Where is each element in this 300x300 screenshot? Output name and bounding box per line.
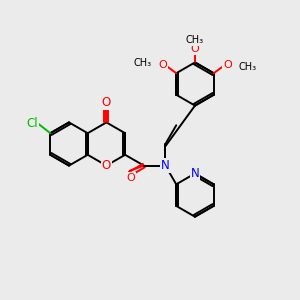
- Text: Cl: Cl: [26, 117, 38, 130]
- Text: CH₃: CH₃: [134, 58, 152, 68]
- Text: O: O: [102, 159, 111, 172]
- Text: CH₃: CH₃: [186, 35, 204, 45]
- Text: O: O: [190, 44, 200, 54]
- Text: N: N: [161, 159, 170, 172]
- Text: N: N: [190, 167, 199, 180]
- Text: O: O: [158, 60, 167, 70]
- Text: O: O: [224, 60, 232, 70]
- Text: CH₃: CH₃: [238, 62, 256, 73]
- Text: O: O: [102, 96, 111, 110]
- Text: O: O: [126, 172, 135, 183]
